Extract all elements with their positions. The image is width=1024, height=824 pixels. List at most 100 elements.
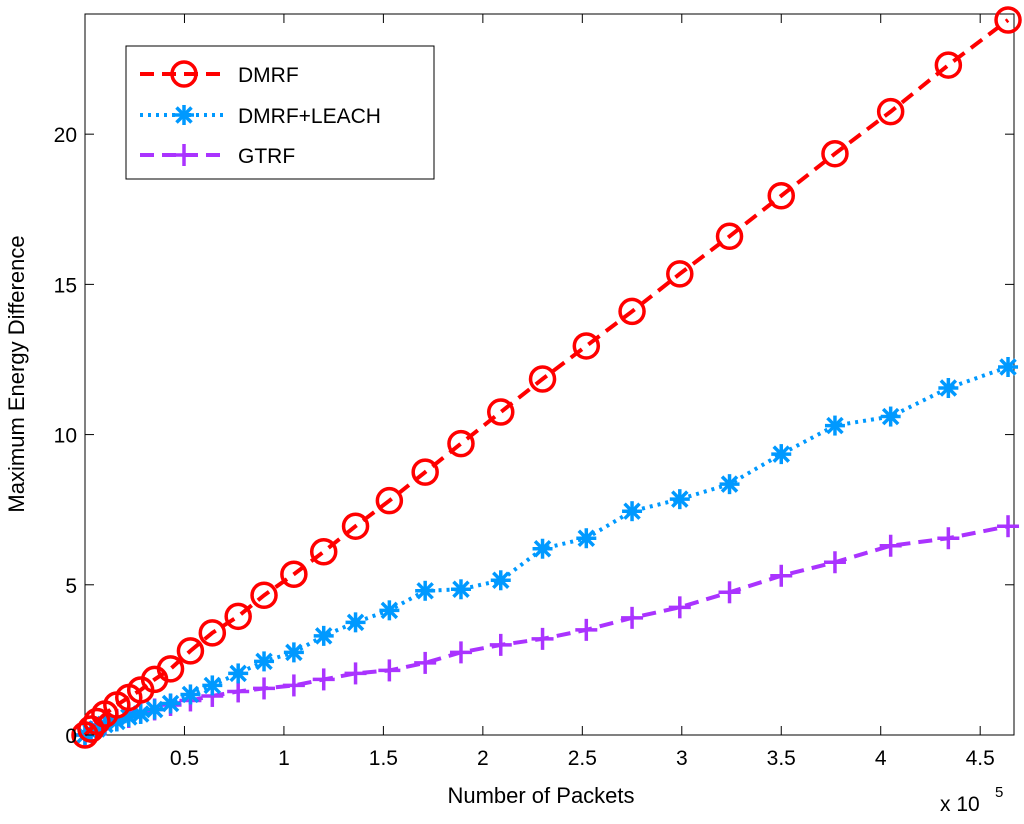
x-axis-title: Number of Packets <box>447 783 634 808</box>
data-point-plus <box>937 527 960 550</box>
star-stroke <box>145 700 164 719</box>
data-point-circle <box>170 60 198 88</box>
data-point-star <box>719 474 740 495</box>
data-point-plus <box>718 581 741 604</box>
data-point-circle <box>934 51 963 79</box>
x-multiplier-base: x 10 <box>940 793 980 816</box>
data-point-plus <box>823 551 846 574</box>
data-point-star <box>576 528 597 549</box>
data-point-circle <box>447 429 475 458</box>
data-point-star <box>228 663 249 684</box>
data-point-star <box>938 378 959 399</box>
data-point-plus <box>879 534 902 557</box>
data-point-circle <box>876 97 905 126</box>
x-tick-label: 2.5 <box>568 747 597 770</box>
data-point-circle <box>224 602 252 631</box>
star-stroke <box>577 529 596 547</box>
legend-item: GTRF <box>140 144 295 168</box>
y-tick-label: 10 <box>54 425 77 448</box>
data-point-plus <box>227 680 250 703</box>
series-layer <box>71 6 1022 749</box>
star-stroke <box>285 643 303 662</box>
data-point-circle <box>572 332 601 360</box>
legend-label: GTRF <box>238 145 295 168</box>
star-stroke <box>623 502 641 520</box>
star-stroke <box>492 571 510 590</box>
data-point-star <box>144 699 165 720</box>
data-point-circle <box>715 222 744 251</box>
x-tick-label: 4 <box>875 747 887 770</box>
star-stroke <box>881 407 900 426</box>
data-point-plus <box>997 515 1020 538</box>
data-point-star <box>174 105 194 125</box>
data-point-plus <box>531 627 554 650</box>
data-point-star <box>490 570 511 591</box>
data-point-star <box>824 415 845 436</box>
data-point-star <box>532 538 553 559</box>
data-point-circle <box>767 182 796 210</box>
data-point-star <box>202 675 223 696</box>
data-point-star <box>379 600 400 621</box>
y-tick-label: 5 <box>65 575 77 598</box>
star-stroke <box>181 685 200 704</box>
data-point-circle <box>176 637 205 665</box>
legend-label: DMRF <box>238 64 299 87</box>
data-point-plus <box>668 596 691 619</box>
data-point-plus <box>621 606 644 629</box>
star-stroke <box>314 627 333 645</box>
data-point-star <box>254 651 275 672</box>
star-stroke <box>452 580 470 599</box>
data-point-star <box>450 579 471 600</box>
data-point-plus <box>575 618 598 641</box>
legend-label: DMRF+LEACH <box>238 105 381 128</box>
data-point-star <box>880 406 901 427</box>
star-stroke <box>203 676 222 695</box>
data-point-plus <box>344 662 367 685</box>
star-stroke <box>380 601 399 620</box>
data-point-star <box>313 625 334 646</box>
star-stroke <box>772 445 790 463</box>
star-stroke <box>671 490 689 508</box>
y-tick-label: 20 <box>54 124 77 147</box>
star-stroke <box>999 358 1017 376</box>
data-point-circle <box>309 537 338 566</box>
x-tick-label: 4.5 <box>966 747 995 770</box>
data-point-circle <box>666 260 694 288</box>
x-tick-label: 1 <box>278 747 290 770</box>
data-point-star <box>669 489 690 510</box>
data-point-star <box>180 684 201 705</box>
y-axis-title: Maximum Energy Difference <box>4 235 29 512</box>
star-stroke <box>826 416 844 435</box>
data-point-circle <box>618 297 646 326</box>
data-point-circle <box>411 458 439 486</box>
data-point-circle <box>280 560 308 589</box>
data-point-plus <box>378 659 401 682</box>
data-point-circle <box>487 398 515 426</box>
star-stroke <box>175 106 193 124</box>
data-point-plus <box>489 633 512 656</box>
data-point-star <box>415 580 436 601</box>
data-point-circle <box>250 581 278 610</box>
data-point-circle <box>77 715 105 743</box>
x-tick-label: 0.5 <box>170 747 199 770</box>
data-point-plus <box>173 144 195 166</box>
star-stroke <box>346 613 365 632</box>
data-point-star <box>283 642 304 663</box>
star-stroke <box>161 694 180 713</box>
data-point-circle <box>994 6 1022 34</box>
legend: DMRF DMRF+LEACH GTRF <box>125 45 435 180</box>
data-point-circle <box>156 655 185 683</box>
data-point-plus <box>282 674 305 697</box>
legend-item: DMRF <box>140 60 299 88</box>
star-stroke <box>533 540 552 558</box>
data-point-star <box>160 693 181 714</box>
ticks-layer: 0.5 1 1.5 2 2.5 3 3.5 4 4.5 0 5 10 15 20 <box>54 14 1014 770</box>
data-point-circle <box>375 486 404 515</box>
x-tick-label: 1.5 <box>369 747 398 770</box>
legend-box <box>125 45 435 180</box>
data-point-plus <box>449 641 472 664</box>
x-tick-label: 3.5 <box>767 747 796 770</box>
star-stroke <box>939 379 958 397</box>
x-tick-label: 3 <box>676 747 688 770</box>
star-stroke <box>255 652 273 671</box>
